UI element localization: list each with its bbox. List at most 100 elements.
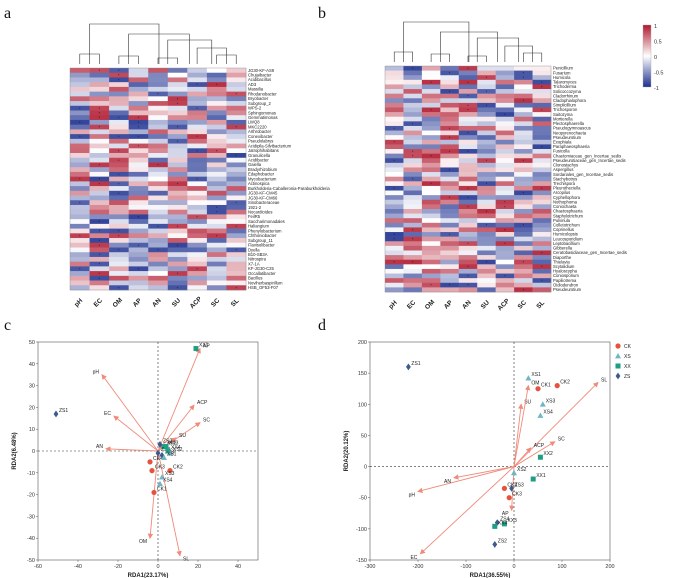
heatmap-cell [109,138,129,144]
heatmap-cell [458,107,478,113]
heatmap-cell [148,96,169,102]
heatmap-cell [458,93,478,99]
column-dendrogram [393,21,543,62]
heatmap-cell [421,125,441,131]
row-label: KF-JG30-C25 [248,266,275,271]
heatmap-cell [514,84,533,90]
heatmap-cell [421,208,441,214]
heatmap-cell [167,77,188,83]
heatmap-cell [148,105,169,111]
significance-star: * [177,244,179,248]
heatmap-cell [440,268,460,274]
heatmap-cell [167,214,188,220]
heatmap-cell [148,143,169,149]
heatmap-cell [206,167,227,173]
significance-star: * [467,196,469,200]
heatmap-cell [514,93,533,99]
x-axis-title: RDA1(36.55%) [470,573,511,578]
heatmap-cell [385,259,404,265]
heatmap-cell [89,209,110,215]
heatmap-cell [385,121,404,127]
significance-star: * [430,284,432,288]
heatmap-cell [495,259,515,265]
heatmap-cell [495,278,515,284]
significance-star: * [467,242,469,246]
heatmap-cell [148,280,169,286]
significance-star: * [467,150,469,154]
heatmap-cell [385,89,404,94]
heatmap-cell [187,233,208,239]
heatmap-cell [128,82,149,88]
heatmap-cell [532,204,552,210]
heatmap-cell [440,236,460,242]
heatmap-cell [148,110,169,116]
row-label: Pseudeurotium [553,135,582,140]
heatmap-cell [226,167,247,173]
heatmap-cell [495,158,515,164]
colorbar-tick: 0.5 [654,40,662,46]
heatmap-cell [89,68,110,74]
heatmap-cell [403,75,423,81]
significance-star: * [138,244,140,248]
heatmap-cell [495,264,515,270]
heatmap-cell [109,219,129,225]
heatmap-cell [206,204,227,211]
heatmap-cell [187,261,208,267]
heatmap-cell [403,116,423,122]
significance-star: * [118,69,120,73]
legend-marker-zs [615,372,621,380]
heatmap-cell [148,247,169,253]
heatmap-cell [89,167,110,173]
column-label: AN [461,299,473,311]
heatmap-cell [187,247,208,253]
heatmap-cell [495,268,515,274]
sample-label: XX1 [199,343,209,349]
heatmap-cell [89,124,110,130]
heatmap-cell [495,162,515,168]
heatmap-cell [89,252,110,258]
heatmap-cell [167,209,188,215]
heatmap-cell [403,93,423,99]
heatmap-cell [458,139,478,145]
heatmap-cell [109,143,129,149]
significance-star: * [138,135,140,139]
heatmap-cell [421,98,441,104]
significance-star: * [412,155,414,159]
heatmap-cell [385,232,404,237]
heatmap-cell [70,247,90,253]
significance-star: * [196,178,198,182]
heatmap-cell [89,204,110,211]
heatmap-cell [226,228,247,234]
heatmap-cell [514,259,533,265]
heatmap-cell [495,172,515,177]
heatmap-cell [226,134,247,140]
heatmap-cell [477,250,496,256]
heatmap-cell [421,185,441,191]
heatmap-cell [385,116,404,122]
sample-label: CK2 [560,380,570,386]
sample-point-xs [161,454,167,460]
y-tick-label: -50 [359,496,367,502]
heatmap-cell [148,115,169,121]
sample-point-ck [147,459,153,465]
heatmap-cell [226,153,247,159]
heatmap-frame [384,65,552,293]
heatmap-cell [477,144,496,150]
heatmap-cell [532,162,552,168]
heatmap-cell [385,79,404,85]
heatmap-cell [532,70,552,76]
heatmap-cell [495,112,515,118]
heatmap-cell [477,264,496,270]
row-label: Massilia [248,87,264,92]
heatmap-cell [514,185,533,191]
heatmap-cell [206,285,227,291]
y-tick-label: -100 [356,527,367,533]
heatmap-cell [109,261,129,267]
y-tick-label: 10 [29,427,35,433]
env-arrow-label: SC [558,437,565,443]
heatmap-cell [495,241,515,247]
significance-star: * [138,116,140,120]
heatmap-cell [440,135,460,141]
dendrogram-link [89,23,160,64]
heatmap-cell [495,199,515,205]
